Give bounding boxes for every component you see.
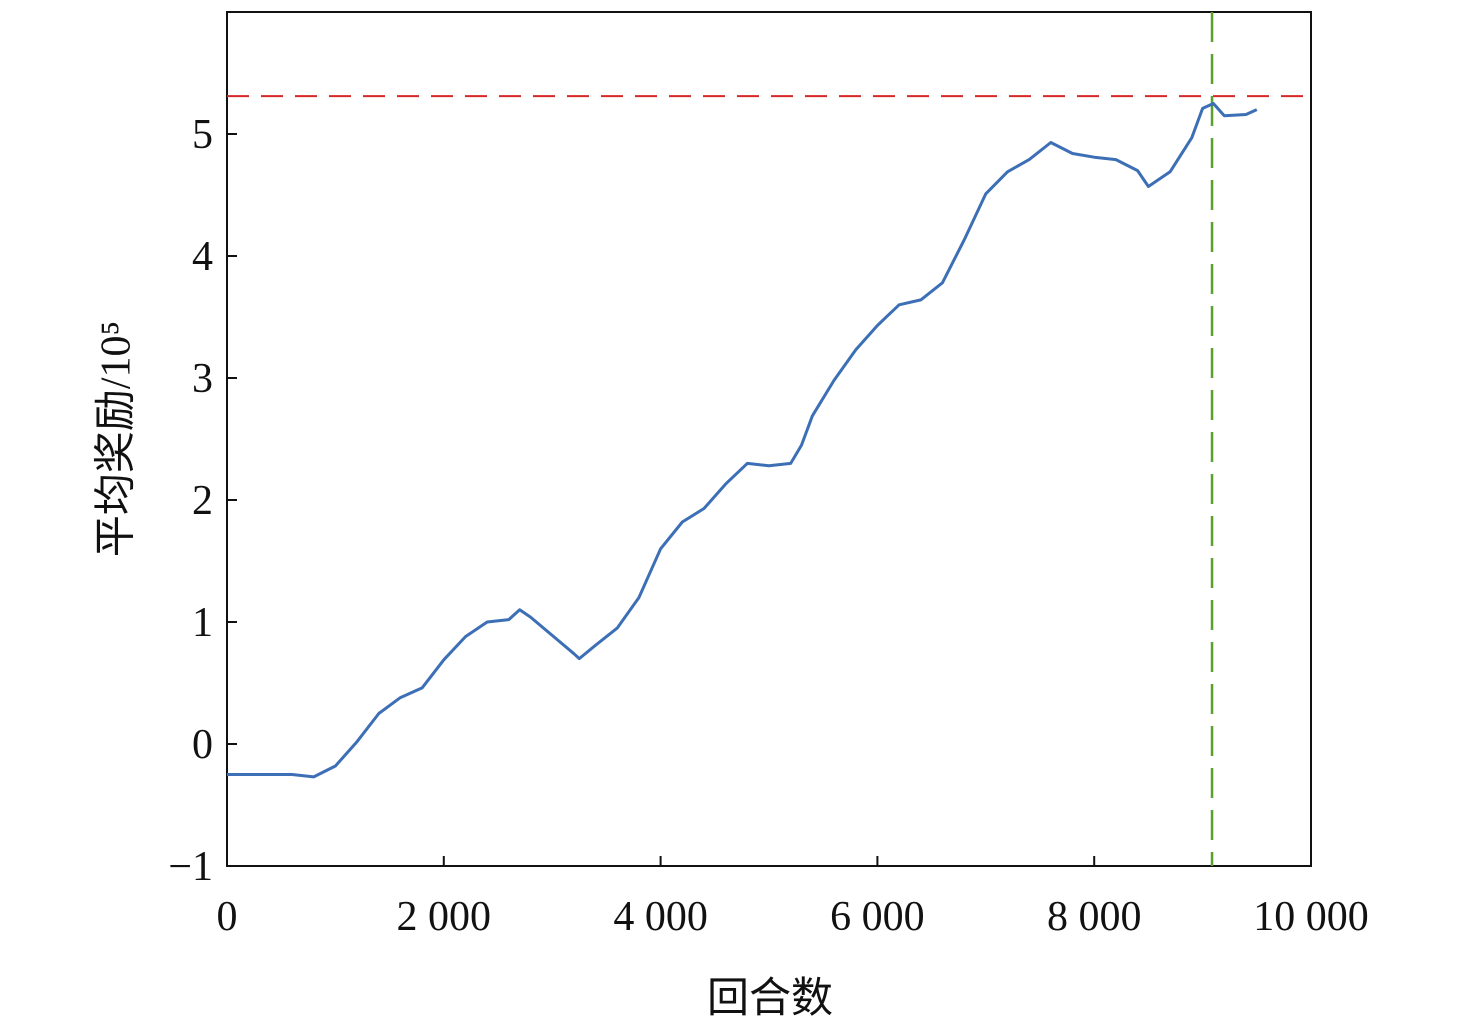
y-tick-label: 1 [192,600,213,646]
x-axis-label: 回合数 [707,976,833,1022]
y-tick-label: 2 [192,478,213,524]
data-line [227,102,1258,779]
y-tick-label: −1 [168,844,213,890]
x-tick-label: 8 000 [1047,894,1142,940]
y-tick-label: 3 [192,356,213,402]
y-tick-label: 5 [192,112,213,158]
y-tick-label: 0 [192,722,213,768]
y-tick-label: 4 [192,234,213,280]
x-tick-label: 0 [217,894,238,940]
x-tick-label: 10 000 [1253,894,1369,940]
x-tick-label: 6 000 [830,894,925,940]
x-tick-label: 2 000 [397,894,492,940]
y-axis-label: 平均奖励/10⁵ [94,321,140,557]
plot-frame [226,11,1312,867]
x-tick-label: 4 000 [613,894,708,940]
